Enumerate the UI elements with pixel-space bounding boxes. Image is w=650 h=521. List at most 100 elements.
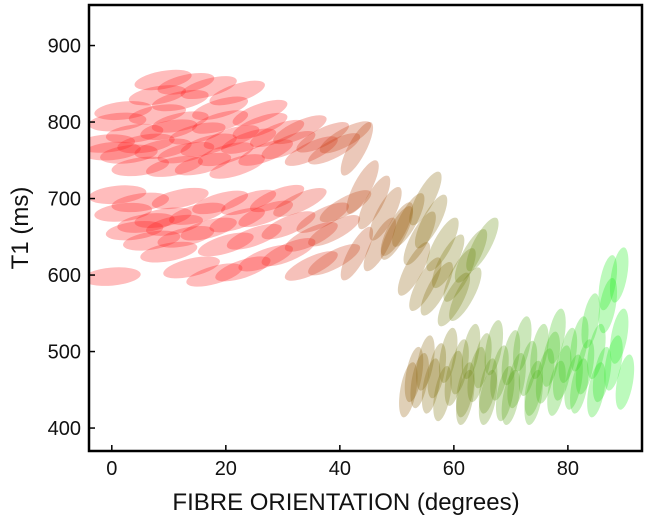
data-point [438, 327, 458, 384]
y-axis-label: T1 (ms) [7, 187, 34, 270]
data-point [105, 221, 164, 241]
data-point [518, 340, 538, 397]
data-point [604, 335, 623, 391]
x-tick-label: 40 [329, 458, 351, 480]
data-point [128, 104, 187, 125]
data-point [478, 369, 498, 426]
data-point [340, 226, 374, 281]
data-point [615, 354, 635, 410]
x-tick-label: 20 [215, 458, 237, 480]
data-point [501, 369, 521, 426]
y-tick-label: 400 [48, 418, 81, 440]
data-point [192, 110, 249, 134]
data-point [484, 320, 504, 376]
data-point [427, 343, 447, 399]
data-point [524, 369, 543, 426]
data-point [261, 211, 316, 240]
data-point [151, 187, 209, 210]
data-point [117, 213, 175, 233]
data-point [146, 155, 203, 177]
data-point [443, 248, 476, 302]
plot-frame [87, 3, 644, 453]
data-point [399, 362, 418, 418]
data-point [426, 217, 459, 272]
data-point [535, 348, 555, 404]
data-point [456, 362, 475, 418]
data-point [467, 346, 486, 403]
x-tick-label: 60 [443, 458, 465, 480]
data-point [111, 156, 170, 177]
data-point [592, 346, 612, 403]
y-tick-label: 800 [48, 112, 81, 134]
data-point [414, 194, 448, 249]
y-tick-label: 900 [48, 36, 81, 58]
data-point [340, 121, 374, 176]
data-point [232, 112, 288, 139]
data-point [100, 144, 158, 164]
data-point [369, 186, 402, 241]
data-point [558, 327, 578, 384]
data-point [581, 293, 600, 349]
data-point [404, 346, 424, 403]
data-point [552, 345, 572, 401]
data-point [346, 160, 379, 214]
data-point [421, 358, 441, 414]
data-point [530, 323, 549, 380]
data-point [157, 72, 215, 95]
data-point [478, 358, 498, 414]
data-point [609, 308, 629, 364]
data-point [450, 339, 469, 395]
data-point [180, 76, 237, 100]
data-point [461, 323, 481, 380]
data-point [180, 133, 237, 157]
data-point [180, 217, 237, 241]
data-point [449, 267, 482, 322]
data-point [444, 350, 464, 406]
y-tick-label: 700 [48, 189, 81, 211]
data-point [209, 154, 265, 179]
data-point [157, 225, 215, 248]
x-tick-label: 80 [557, 458, 579, 480]
data-point [490, 345, 509, 401]
data-point [128, 85, 187, 106]
data-point [94, 101, 153, 121]
data-point [238, 200, 294, 228]
data-point [146, 214, 203, 236]
data-point [570, 358, 589, 414]
data-point [134, 207, 192, 228]
data-point [433, 365, 452, 422]
data-point [547, 360, 566, 416]
data-point [456, 369, 475, 426]
data-point [192, 190, 249, 215]
data-point [284, 251, 338, 281]
data-point [284, 221, 338, 252]
data-point [380, 206, 414, 260]
data-point [587, 362, 606, 418]
data-point [203, 125, 260, 150]
data-point [513, 316, 532, 372]
data-point [454, 229, 488, 283]
data-point [380, 202, 414, 256]
data-point [570, 316, 589, 372]
data-point [507, 352, 526, 409]
data-point [123, 230, 181, 251]
data-point [174, 152, 232, 176]
data-point [249, 119, 305, 148]
data-point [598, 255, 618, 311]
data-point [105, 123, 164, 144]
data-point [134, 69, 192, 91]
data-point [392, 193, 425, 247]
data-point [111, 192, 170, 213]
data-point [501, 330, 521, 386]
data-point [197, 142, 254, 167]
data-point [249, 184, 305, 213]
data-point [403, 211, 436, 266]
data-point [89, 185, 147, 205]
data-point [197, 232, 254, 257]
data-point [238, 244, 294, 272]
data-point [169, 122, 226, 145]
data-point [466, 217, 499, 272]
data-point [495, 365, 515, 422]
data-point [420, 261, 453, 316]
